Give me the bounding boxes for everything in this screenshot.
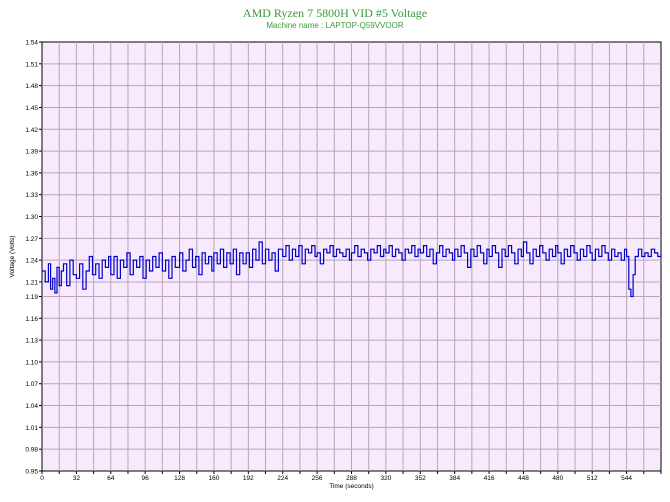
x-tick-label: 160 (209, 475, 220, 482)
x-tick-label: 256 (312, 475, 323, 482)
chart-subtitle: Machine name : LAPTOP-Q59VVOOR (266, 21, 404, 30)
y-axis-label: Voltage (Volts) (9, 236, 16, 278)
x-tick-label: 480 (552, 475, 563, 482)
series-group (42, 241, 662, 298)
x-tick-label: 192 (243, 475, 254, 482)
y-tick-label: 1.54 (25, 40, 38, 47)
x-tick-label: 128 (174, 475, 185, 482)
x-tick-label: 512 (587, 475, 598, 482)
y-tick-label: 1.33 (25, 192, 38, 199)
y-tick-label: 1.24 (25, 258, 38, 265)
y-tick-label: 1.01 (25, 425, 38, 432)
x-tick-label: 32 (73, 475, 81, 482)
series-line (42, 241, 662, 298)
chart-title: AMD Ryzen 7 5800H VID #5 Voltage (242, 6, 428, 20)
x-tick-label: 288 (346, 475, 357, 482)
x-axis-label: Time (seconds) (329, 483, 374, 490)
y-tick-label: 1.07 (25, 381, 38, 388)
x-tick-label: 224 (277, 475, 288, 482)
x-tick-label: 544 (621, 475, 632, 482)
y-tick-label: 1.19 (25, 294, 38, 301)
y-tick-label: 1.36 (25, 170, 38, 177)
y-axis: 0.95 0.98 1.01 1.04 1.07 1.10 1.13 1.16 1.19 1.21… (25, 40, 42, 476)
y-tick-label: 1.51 (25, 61, 38, 68)
x-tick-label: 0 (40, 475, 44, 482)
y-tick-label: 1.39 (25, 149, 38, 156)
x-tick-label: 352 (415, 475, 426, 482)
y-tick-label: 1.21 (25, 279, 38, 286)
y-tick-label: 1.30 (25, 214, 38, 221)
y-tick-label: 1.13 (25, 338, 38, 345)
y-tick-label: 1.27 (25, 236, 38, 243)
x-tick-label: 320 (380, 475, 391, 482)
y-tick-label: 1.48 (25, 83, 38, 90)
y-tick-label: 1.10 (25, 359, 38, 366)
y-tick-label: 1.16 (25, 316, 38, 323)
x-tick-label: 384 (449, 475, 460, 482)
y-tick-label: 1.42 (25, 127, 38, 134)
y-tick-label: 0.98 (25, 447, 38, 454)
y-tick-label: 0.95 (25, 469, 38, 476)
y-tick-label: 1.04 (25, 403, 38, 410)
x-tick-label: 96 (142, 475, 150, 482)
x-tick-label: 64 (107, 475, 115, 482)
x-tick-label: 416 (484, 475, 495, 482)
y-tick-label: 1.45 (25, 105, 38, 112)
x-tick-label: 448 (518, 475, 529, 482)
x-axis: 0 32 64 96 128 160 192 224 256 288 320 352 384 416 448… (40, 471, 662, 482)
